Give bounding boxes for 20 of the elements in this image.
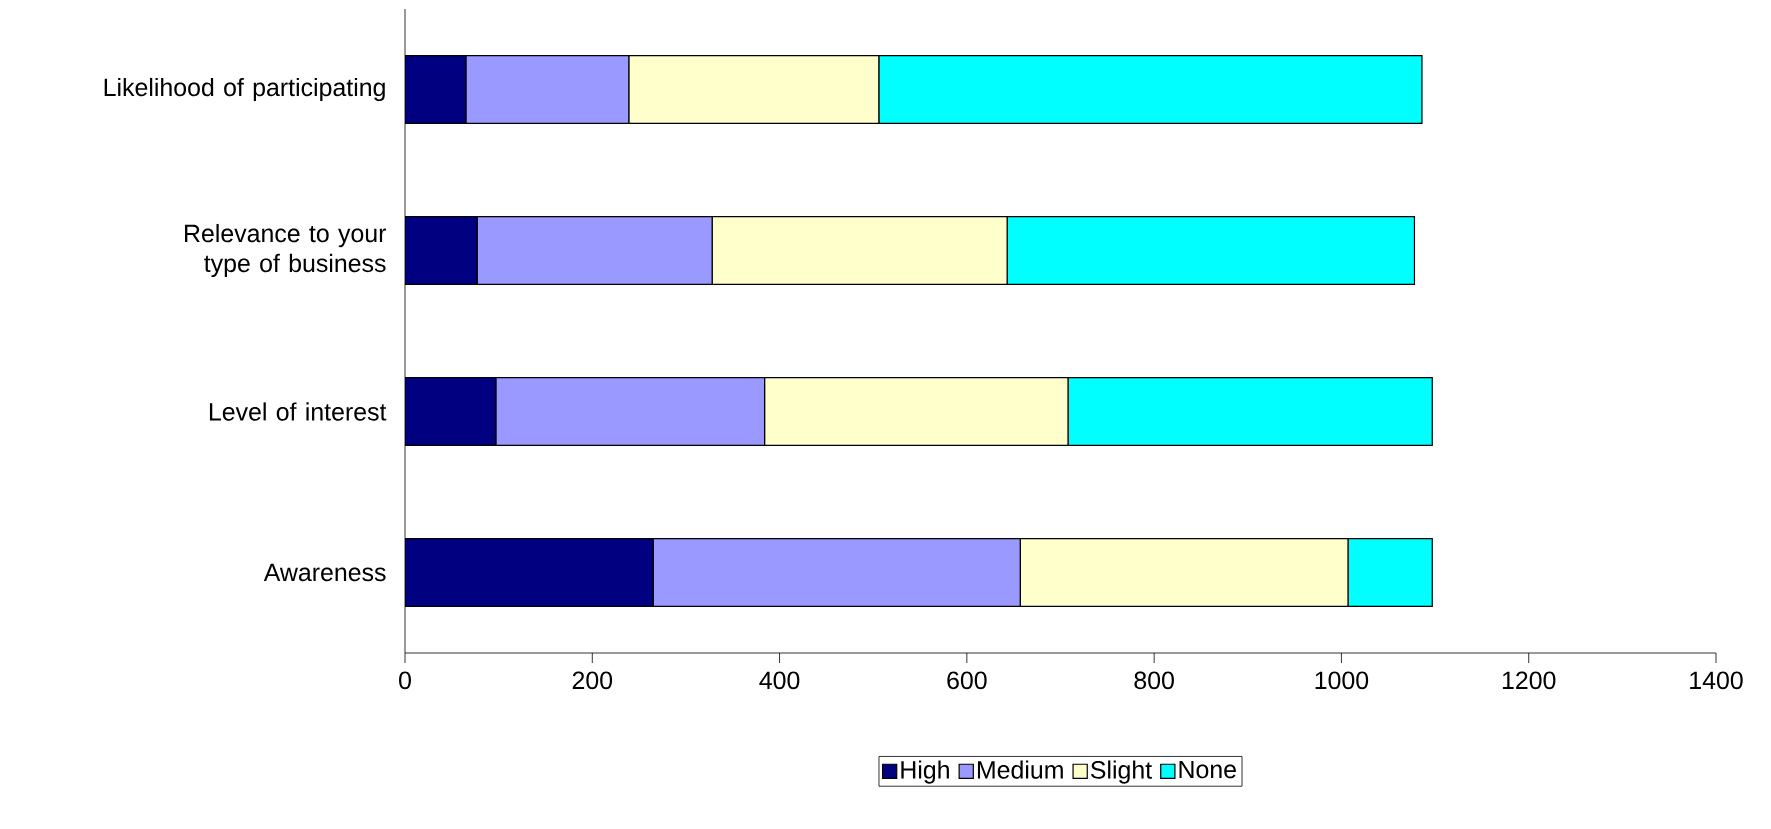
x-tick-label: 600 — [947, 671, 987, 690]
bar — [405, 216, 478, 285]
legend-label: Slight — [1090, 760, 1152, 784]
x-tick-label: 1000 — [1315, 671, 1369, 690]
legend-label: Medium — [977, 760, 1063, 779]
x-tick-label: 200 — [572, 671, 613, 690]
y-tick-label: Level of interest — [209, 402, 387, 421]
legend-label: None — [1179, 760, 1236, 779]
bar — [405, 538, 654, 607]
legend-label: High — [901, 760, 949, 784]
x-tick-label: 400 — [759, 671, 800, 690]
bar — [405, 377, 497, 446]
x-tick-label: 800 — [1134, 671, 1174, 690]
y-tick-label: Likelihood of participating — [104, 77, 385, 102]
x-tick-label: 1200 — [1502, 671, 1556, 690]
x-tick-label: 1400 — [1690, 671, 1743, 690]
x-tick-label: 0 — [399, 671, 411, 690]
y-tick-label: Relevance to your type of business — [185, 223, 387, 278]
y-tick-label: Awareness — [263, 563, 386, 582]
bar — [405, 55, 467, 124]
